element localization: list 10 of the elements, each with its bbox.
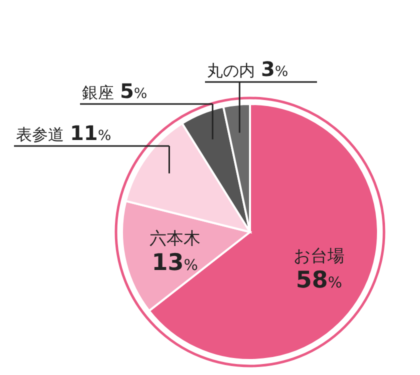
slice-label: 銀座 [82,83,114,102]
data-label: 5% [120,79,148,103]
data-label: 58% [296,268,342,294]
data-label: 11% [70,121,112,145]
slice-label: 表参道 [16,125,64,144]
data-label: 13% [152,250,198,276]
slice-label: 六本木 [149,228,200,249]
slice-label: お台場 [294,246,345,267]
slice-label: 丸の内 [207,61,255,80]
data-label: 3% [261,57,288,81]
